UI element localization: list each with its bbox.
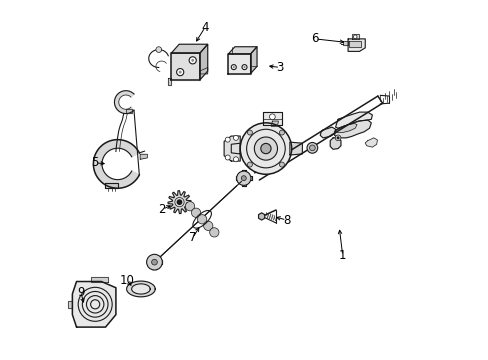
Polygon shape	[228, 54, 250, 73]
Circle shape	[306, 143, 317, 153]
Polygon shape	[140, 154, 147, 159]
Polygon shape	[68, 301, 72, 308]
Polygon shape	[126, 281, 155, 297]
Circle shape	[176, 68, 183, 76]
Text: 4: 4	[201, 21, 208, 33]
Circle shape	[247, 130, 252, 135]
Text: 9: 9	[77, 286, 84, 299]
Circle shape	[233, 157, 238, 162]
Polygon shape	[250, 47, 257, 73]
Polygon shape	[348, 41, 360, 47]
Circle shape	[231, 64, 236, 69]
Polygon shape	[289, 142, 302, 155]
Polygon shape	[200, 44, 207, 80]
Polygon shape	[335, 112, 372, 128]
Polygon shape	[329, 138, 340, 149]
Polygon shape	[200, 67, 207, 74]
Polygon shape	[224, 136, 240, 161]
Polygon shape	[72, 282, 116, 327]
Polygon shape	[320, 127, 335, 138]
Polygon shape	[263, 112, 282, 125]
Circle shape	[151, 259, 157, 265]
Circle shape	[189, 57, 196, 64]
Text: 6: 6	[311, 32, 318, 45]
Text: 10: 10	[119, 274, 134, 287]
Circle shape	[335, 135, 340, 141]
Text: 7: 7	[188, 231, 196, 244]
Polygon shape	[91, 277, 107, 282]
Polygon shape	[131, 284, 150, 294]
Circle shape	[225, 155, 230, 160]
Text: 5: 5	[91, 156, 99, 169]
Polygon shape	[114, 91, 134, 113]
Circle shape	[243, 66, 245, 68]
Polygon shape	[125, 109, 132, 113]
Circle shape	[232, 66, 234, 68]
Circle shape	[260, 143, 270, 154]
Circle shape	[254, 137, 277, 160]
Polygon shape	[171, 53, 200, 80]
Circle shape	[233, 135, 238, 140]
Polygon shape	[351, 34, 358, 39]
Circle shape	[236, 171, 250, 185]
Circle shape	[279, 130, 284, 135]
Circle shape	[269, 114, 275, 120]
Text: 1: 1	[338, 249, 346, 262]
Polygon shape	[342, 41, 347, 45]
Polygon shape	[168, 78, 171, 85]
Circle shape	[247, 162, 252, 167]
Circle shape	[203, 221, 212, 230]
Circle shape	[242, 64, 246, 69]
Text: 2: 2	[158, 203, 166, 216]
Text: 8: 8	[283, 213, 290, 226]
Polygon shape	[171, 44, 207, 53]
Circle shape	[240, 123, 291, 174]
Circle shape	[191, 208, 201, 217]
Polygon shape	[152, 255, 156, 269]
Circle shape	[336, 136, 339, 139]
Polygon shape	[228, 47, 257, 54]
Polygon shape	[334, 120, 370, 138]
Circle shape	[179, 71, 181, 73]
Circle shape	[146, 254, 162, 270]
Circle shape	[353, 35, 356, 39]
Polygon shape	[93, 140, 139, 188]
Circle shape	[209, 228, 219, 237]
Circle shape	[241, 176, 246, 181]
Circle shape	[197, 215, 206, 224]
Polygon shape	[235, 176, 251, 180]
Polygon shape	[147, 260, 162, 264]
Polygon shape	[231, 143, 240, 154]
Polygon shape	[241, 170, 245, 186]
Polygon shape	[334, 123, 356, 132]
Circle shape	[156, 47, 162, 53]
Circle shape	[185, 202, 194, 211]
Circle shape	[279, 162, 284, 167]
Circle shape	[225, 137, 230, 142]
Polygon shape	[258, 213, 264, 220]
Text: 3: 3	[276, 61, 284, 74]
Polygon shape	[168, 191, 190, 213]
Circle shape	[191, 59, 194, 62]
Circle shape	[309, 145, 315, 151]
Polygon shape	[105, 183, 118, 188]
Polygon shape	[365, 138, 377, 147]
Circle shape	[176, 199, 182, 205]
Polygon shape	[271, 121, 278, 126]
Polygon shape	[347, 39, 365, 51]
